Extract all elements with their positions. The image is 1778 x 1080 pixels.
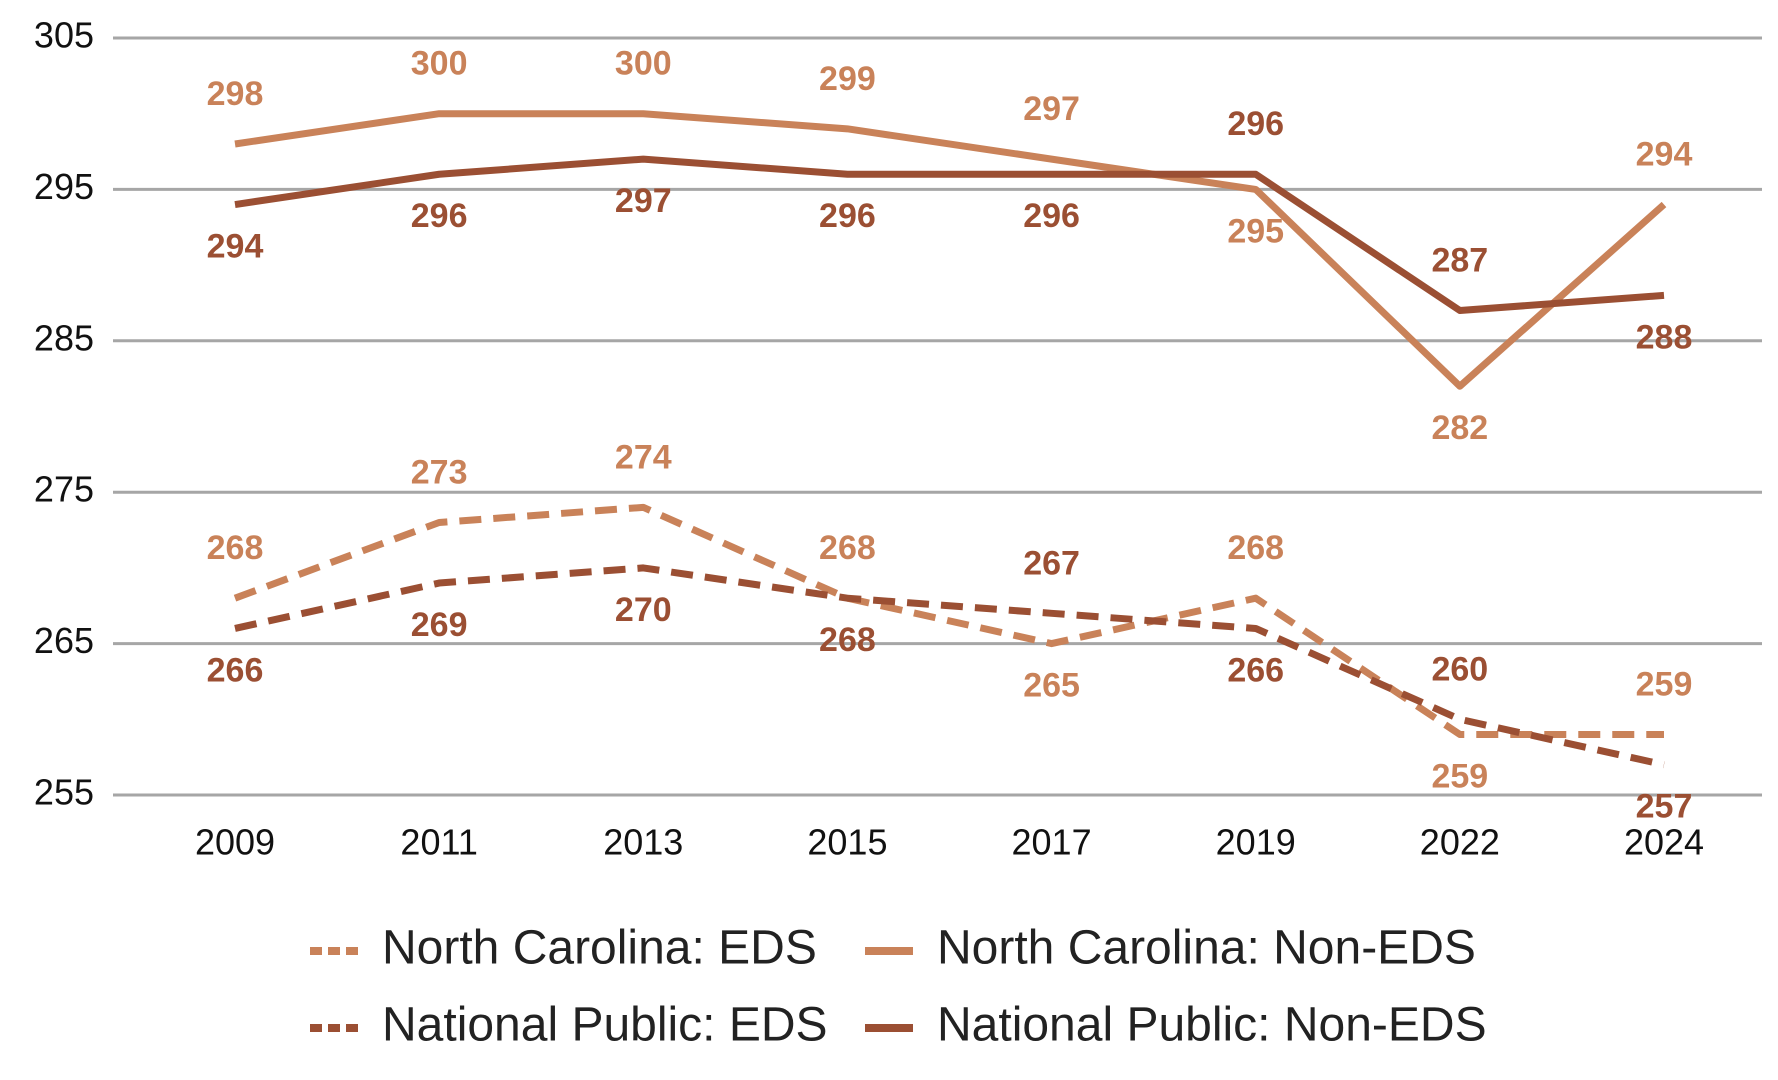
- y-tick-label: 305: [34, 15, 94, 56]
- data-label: 287: [1431, 242, 1488, 280]
- data-label: 296: [1227, 105, 1284, 143]
- data-label: 282: [1431, 409, 1488, 447]
- data-label: 259: [1636, 665, 1693, 703]
- x-tick-label: 2011: [400, 822, 477, 863]
- y-tick-label: 295: [34, 166, 94, 207]
- data-label: 266: [207, 651, 264, 689]
- data-label: 274: [615, 438, 672, 476]
- data-label: 267: [1023, 544, 1080, 582]
- data-label: 268: [819, 621, 876, 659]
- data-label: 273: [411, 453, 468, 491]
- x-tick-label: 2022: [1420, 822, 1500, 863]
- data-label: 269: [411, 606, 468, 644]
- data-label: 294: [207, 228, 264, 266]
- data-label: 265: [1023, 667, 1080, 705]
- y-tick-label: 275: [34, 469, 94, 510]
- data-label: 266: [1227, 651, 1284, 689]
- data-label: 296: [1023, 197, 1080, 235]
- data-label: 257: [1636, 788, 1693, 826]
- y-tick-label: 265: [34, 620, 94, 661]
- data-label: 297: [1023, 90, 1080, 128]
- data-label: 300: [411, 45, 468, 83]
- x-tick-label: 2019: [1216, 822, 1296, 863]
- x-tick-label: 2009: [195, 822, 275, 863]
- data-label: 299: [819, 60, 876, 98]
- legend-label: North Carolina: Non-EDS: [937, 922, 1476, 975]
- data-label: 259: [1431, 757, 1488, 795]
- data-label: 300: [615, 45, 672, 83]
- legend-label: National Public: Non-EDS: [937, 999, 1487, 1052]
- data-label: 268: [819, 529, 876, 567]
- series-line: [234, 564, 1665, 769]
- data-label: 270: [615, 591, 672, 629]
- x-tick-label: 2024: [1624, 822, 1704, 863]
- x-tick-label: 2017: [1012, 822, 1092, 863]
- data-label: 296: [819, 197, 876, 235]
- y-tick-label: 285: [34, 317, 94, 358]
- legend-label: North Carolina: EDS: [382, 922, 817, 975]
- series-line: [234, 155, 1665, 315]
- y-tick-label: 255: [34, 772, 94, 813]
- data-label: 268: [207, 529, 264, 567]
- data-label: 297: [615, 182, 672, 220]
- data-label: 268: [1227, 529, 1284, 567]
- data-label: 260: [1431, 650, 1488, 688]
- series-line: [234, 110, 1667, 390]
- data-label: 296: [411, 197, 468, 235]
- legend-label: National Public: EDS: [382, 999, 828, 1052]
- data-label: 288: [1636, 318, 1693, 356]
- data-label: 295: [1227, 212, 1284, 250]
- x-tick-label: 2015: [807, 822, 887, 863]
- data-label: 298: [207, 75, 264, 113]
- series-line: [233, 503, 1664, 738]
- data-label: 294: [1636, 136, 1693, 174]
- x-tick-label: 2013: [603, 822, 683, 863]
